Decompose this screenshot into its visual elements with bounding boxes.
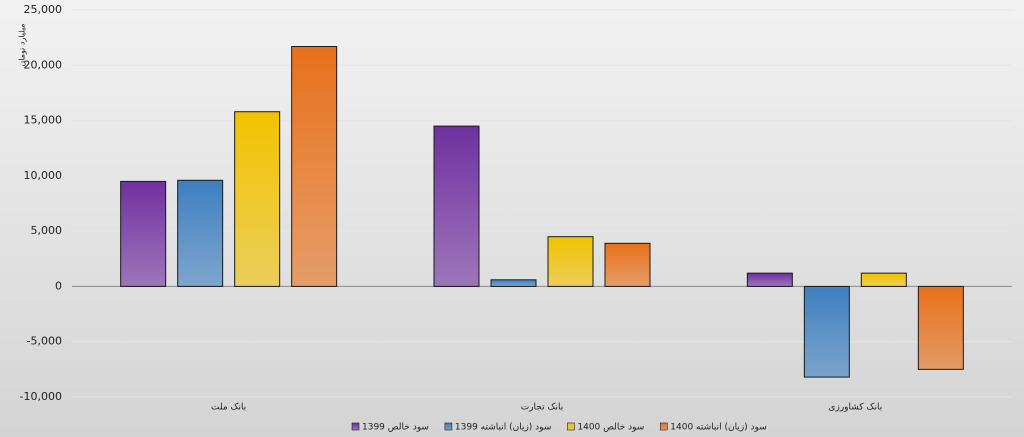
legend-label: سود (زیان) انباشته 1399 [455, 423, 551, 433]
legend-label: سود (زیان) انباشته 1400 [670, 423, 766, 433]
bar [547, 236, 594, 287]
y-tick-label: -5,000 [27, 335, 62, 348]
bar [746, 272, 793, 287]
legend-swatch [351, 422, 360, 431]
bar [803, 285, 850, 378]
y-axis-label: میلیارد تومان [18, 23, 27, 66]
x-tick-label: بانک کشاورزی [828, 403, 882, 413]
bar [291, 45, 338, 287]
legend-label: سود خالص 1399 [362, 423, 429, 433]
bar [860, 272, 907, 287]
legend-swatch [659, 422, 668, 431]
y-tick-label: 5,000 [31, 224, 63, 237]
y-tick-label: 10,000 [24, 169, 63, 182]
y-tick-label: 20,000 [24, 58, 63, 71]
bar [433, 125, 480, 287]
bar [490, 279, 537, 287]
bar [234, 111, 281, 287]
x-tick-label: بانک ملت [211, 403, 246, 413]
bar [177, 179, 224, 287]
legend-label: سود خالص 1400 [577, 423, 644, 433]
bar [120, 180, 167, 287]
y-tick-label: 15,000 [24, 114, 63, 127]
y-tick-label: 0 [55, 279, 62, 292]
legend-swatch [444, 422, 453, 431]
legend-swatch [567, 422, 575, 431]
y-tick-label: 25,000 [24, 3, 63, 16]
y-tick-label: -10,000 [20, 390, 62, 403]
bar [604, 242, 651, 287]
x-tick-label: بانک تجارت [521, 403, 564, 413]
bar [917, 285, 964, 370]
